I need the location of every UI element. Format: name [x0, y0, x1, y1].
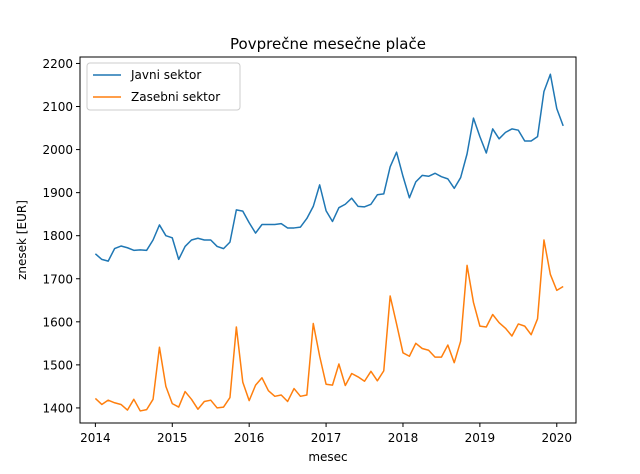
y-tick-label: 1500	[42, 358, 73, 372]
x-tick-label: 2016	[234, 431, 265, 445]
x-tick-label: 2018	[388, 431, 419, 445]
y-tick-label: 1700	[42, 272, 73, 286]
y-tick-label: 1600	[42, 315, 73, 329]
x-tick-label: 2019	[465, 431, 496, 445]
plot-frame	[79, 56, 577, 424]
x-tick-label: 2017	[311, 431, 342, 445]
chart-title: Povprečne mesečne plače	[230, 35, 426, 53]
x-tick-label: 2014	[80, 431, 111, 445]
x-tick-label: 2015	[157, 431, 188, 445]
y-axis-label: znesek [EUR]	[15, 200, 29, 280]
x-axis-label: mesec	[308, 450, 347, 464]
x-axis: 2014 2015 2016 2017 2018 2019 2020	[80, 423, 572, 445]
y-axis: 1400 1500 1600 1700 1800 1900 2000 2100 2200	[42, 57, 80, 415]
series-line-0	[94, 73, 564, 262]
legend: Javni sektor Zasebni sektor	[86, 62, 241, 111]
y-tick-label: 1800	[42, 229, 73, 243]
legend-box	[86, 62, 241, 111]
y-tick-label: 2200	[42, 57, 73, 71]
y-tick-label: 1400	[42, 401, 73, 415]
series-line-1	[94, 239, 564, 412]
series-group	[94, 73, 564, 412]
y-tick-label: 2100	[42, 100, 73, 114]
legend-label-javni: Javni sektor	[130, 68, 201, 82]
x-tick-label: 2020	[542, 431, 573, 445]
y-tick-label: 1900	[42, 186, 73, 200]
legend-label-zasebni: Zasebni sektor	[131, 90, 220, 104]
y-tick-label: 2000	[42, 143, 73, 157]
